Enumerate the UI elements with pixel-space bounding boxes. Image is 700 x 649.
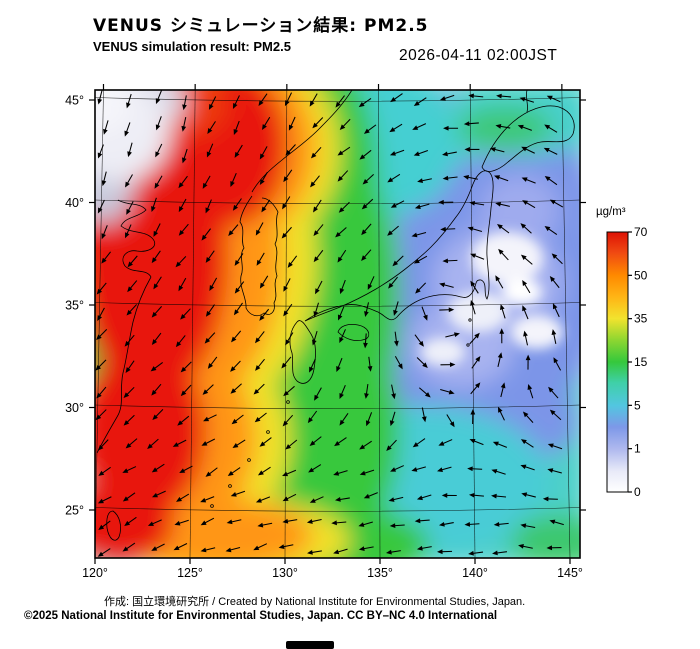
ryukyu-islands bbox=[210, 318, 472, 508]
wind-vector-arrows bbox=[95, 90, 564, 557]
colorbar-tick-label: 5 bbox=[634, 398, 641, 412]
colorbar-tick-label: 50 bbox=[634, 268, 648, 282]
lat-tick-label: 35° bbox=[65, 299, 84, 313]
colorbar-tick-label: 0 bbox=[634, 485, 641, 499]
coast-bohai-shandong bbox=[117, 199, 156, 278]
license-line: ©2025 National Institute for Environment… bbox=[24, 610, 498, 622]
colorbar-gradient-bar bbox=[606, 231, 629, 493]
lat-tick-label: 25° bbox=[65, 504, 84, 518]
lon-tick-label: 135° bbox=[367, 566, 393, 580]
graticule-grid bbox=[95, 90, 580, 558]
colorbar-tick-label: 1 bbox=[634, 442, 641, 456]
colorbar-tick-label: 15 bbox=[634, 355, 648, 369]
map-frame bbox=[94, 89, 581, 559]
lat-tick-label: 45° bbox=[65, 94, 84, 108]
lat-tick-label: 30° bbox=[65, 401, 84, 415]
lon-tick-label: 140° bbox=[462, 566, 488, 580]
coast-shikoku bbox=[337, 324, 370, 341]
coast-kyushu bbox=[289, 320, 316, 384]
lon-tick-label: 120° bbox=[82, 566, 108, 580]
lon-tick-label: 130° bbox=[272, 566, 298, 580]
bottom-black-bar bbox=[286, 641, 334, 649]
coast-taiwan bbox=[106, 510, 121, 541]
forecast-timestamp: 2026-04-11 02:00JST bbox=[399, 47, 558, 64]
colorbar-tick-label: 70 bbox=[634, 225, 648, 239]
coast-china-east bbox=[96, 276, 152, 454]
colorbar-tick-label: 35 bbox=[634, 312, 648, 326]
lon-tick-label: 145° bbox=[557, 566, 583, 580]
coast-sakhalin bbox=[526, 90, 528, 113]
lat-tick-label: 40° bbox=[65, 196, 84, 210]
pm25-concentration-field bbox=[95, 90, 580, 558]
coast-korea bbox=[239, 195, 279, 317]
page-title-japanese: VENUS シミュレーション結果: PM2.5 bbox=[93, 16, 429, 36]
credit-line: 作成: 国立環境研究所 / Created by National Instit… bbox=[104, 596, 526, 608]
page-title-english: VENUS simulation result: PM2.5 bbox=[93, 39, 291, 54]
coastlines bbox=[96, 90, 575, 541]
coast-honshu bbox=[304, 170, 494, 322]
lon-tick-label: 125° bbox=[177, 566, 203, 580]
colorbar-unit-label: µg/m³ bbox=[596, 206, 626, 218]
axis-ticks-and-labels: 120° 125° 130° 135° 140° 145° 45° 40° 35° 30° 25° bbox=[65, 84, 586, 580]
coast-hokkaido bbox=[481, 105, 575, 172]
